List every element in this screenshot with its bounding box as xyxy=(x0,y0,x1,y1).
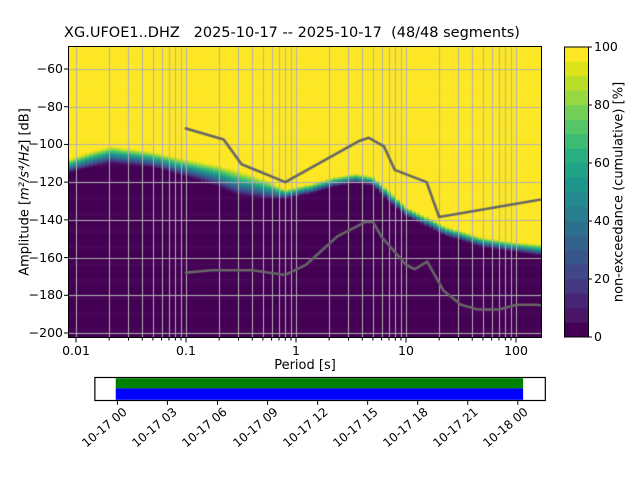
colorbar-step xyxy=(564,61,589,77)
colorbar-tick-label: 80 xyxy=(594,97,610,112)
y-tick-label: −80 xyxy=(36,98,63,114)
x-tick-label: 100 xyxy=(504,343,528,358)
colorbar-step xyxy=(564,250,589,265)
colorbar-tick-label: 40 xyxy=(594,213,610,228)
colorbar-step xyxy=(564,293,589,309)
y-tick-label: −60 xyxy=(36,61,63,76)
coverage-data-bar xyxy=(115,378,524,389)
colorbar-label: non-exceedance (cumulative) [%] xyxy=(611,81,627,303)
colorbar-frame xyxy=(564,46,589,338)
y-tick-label: −100 xyxy=(28,136,63,152)
colorbar-step xyxy=(564,235,589,251)
y-tick-label: −160 xyxy=(28,249,63,265)
plot-title: XG.UFOE1..DHZ 2025-10-17 -- 2025-10-17 (… xyxy=(64,25,520,41)
colorbar-step xyxy=(564,264,589,280)
colorbar-tick-label: 100 xyxy=(594,39,618,54)
colorbar-step xyxy=(564,47,589,62)
y-axis-label-units: m²/s⁴/Hz xyxy=(17,144,33,200)
colorbar-tick-label: 20 xyxy=(594,271,610,286)
colorbar-step xyxy=(564,308,589,323)
colorbar-tick-label: 60 xyxy=(594,155,610,170)
time-tick-label: 10-17 18 xyxy=(379,404,431,451)
colorbar-step xyxy=(564,148,589,164)
y-tick-label: −120 xyxy=(28,174,63,190)
time-tick-label: 10-17 03 xyxy=(129,404,181,451)
colorbar-step xyxy=(564,105,589,120)
y-tick-label: −200 xyxy=(28,325,63,340)
colorbar-step xyxy=(564,322,589,338)
colorbar-step xyxy=(564,134,589,149)
x-tick-label: 0.01 xyxy=(62,343,90,358)
x-tick-label: 0.1 xyxy=(176,343,196,358)
x-tick-label: 1 xyxy=(292,343,300,358)
ppsd-heatmap-canvas xyxy=(69,47,541,337)
coverage-axis-box xyxy=(94,376,546,402)
time-tick-label: 10-17 15 xyxy=(329,404,381,451)
time-tick-label: 10-17 21 xyxy=(430,404,481,451)
colorbar-step xyxy=(564,206,589,222)
y-tick-label: −140 xyxy=(28,211,63,227)
x-axis-label: Period [s] xyxy=(274,358,336,373)
time-tick-label: 10-17 12 xyxy=(279,404,331,451)
colorbar-step xyxy=(564,177,589,193)
y-tick-label: −180 xyxy=(28,287,63,303)
colorbar-step xyxy=(564,119,589,135)
time-tick-label: 10-17 00 xyxy=(79,404,131,451)
x-tick-label: 10 xyxy=(398,343,414,358)
colorbar-step xyxy=(564,163,589,178)
colorbar-step xyxy=(564,76,589,91)
colorbar-step xyxy=(564,221,589,236)
colorbar-tick-label: 0 xyxy=(594,329,602,344)
time-tick-label: 10-17 06 xyxy=(179,404,231,451)
colorbar-step xyxy=(564,279,589,294)
time-tick-label: 10-17 09 xyxy=(229,404,281,451)
coverage-gapless-bar xyxy=(115,388,524,400)
time-tick-label: 10-18 00 xyxy=(480,404,531,451)
colorbar-step xyxy=(564,90,589,106)
colorbar-step xyxy=(564,192,589,207)
